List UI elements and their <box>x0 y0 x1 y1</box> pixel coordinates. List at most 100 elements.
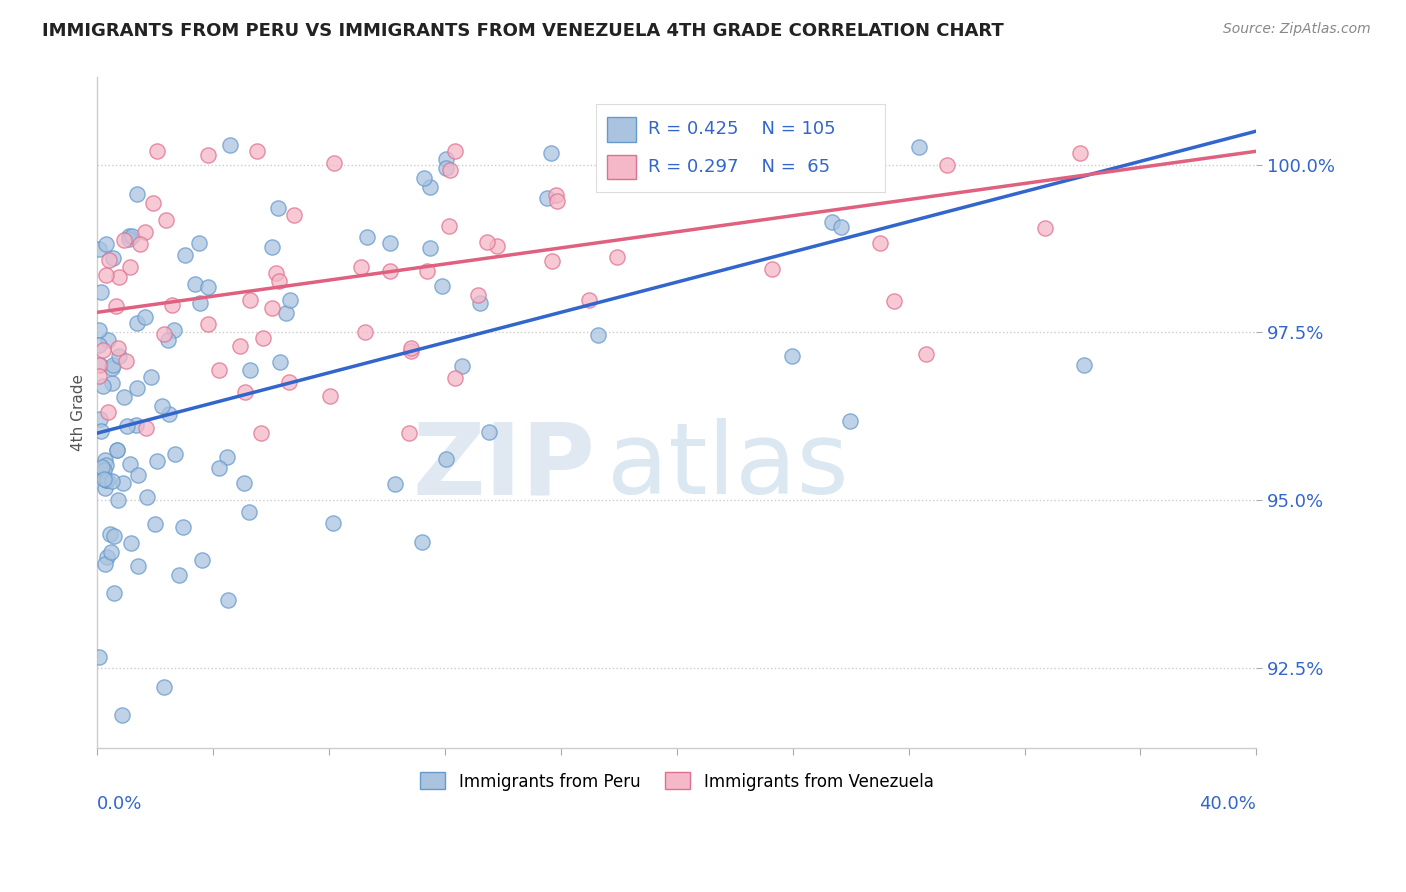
Point <box>89 338 111 352</box>
Point <box>274 306 297 320</box>
Point <box>125 418 148 433</box>
Point <box>127 559 149 574</box>
Point <box>160 298 183 312</box>
Point <box>105 299 128 313</box>
Point <box>416 264 439 278</box>
Point <box>125 186 148 201</box>
Point <box>470 296 492 310</box>
Point <box>761 261 783 276</box>
Text: IMMIGRANTS FROM PERU VS IMMIGRANTS FROM VENEZUELA 4TH GRADE CORRELATION CHART: IMMIGRANTS FROM PERU VS IMMIGRANTS FROM … <box>42 22 1004 40</box>
Point <box>830 219 852 234</box>
Point <box>399 341 422 355</box>
Point <box>94 458 117 473</box>
Point <box>711 145 734 159</box>
Point <box>157 407 180 421</box>
Point <box>163 447 186 461</box>
Point <box>172 520 194 534</box>
Point <box>908 140 931 154</box>
Point <box>586 327 609 342</box>
Point <box>89 650 111 665</box>
Point <box>239 363 262 377</box>
Point <box>398 426 420 441</box>
Point <box>156 333 179 347</box>
Point <box>419 241 441 255</box>
Point <box>936 159 959 173</box>
Point <box>111 707 134 722</box>
Point <box>105 443 128 458</box>
Point <box>831 145 853 159</box>
Point <box>94 557 117 571</box>
Point <box>319 389 342 403</box>
Point <box>127 381 149 395</box>
Point <box>90 285 112 299</box>
Text: 40.0%: 40.0% <box>1199 796 1257 814</box>
Text: atlas: atlas <box>607 418 849 516</box>
Point <box>239 293 262 308</box>
Point <box>188 296 211 310</box>
Point <box>439 162 461 177</box>
Point <box>128 237 150 252</box>
Point <box>197 317 219 331</box>
Point <box>135 421 157 435</box>
Point <box>111 476 134 491</box>
Point <box>134 225 156 239</box>
Point <box>93 482 115 496</box>
Point <box>914 347 936 361</box>
Point <box>219 137 242 152</box>
Point <box>869 236 891 251</box>
Point <box>93 452 115 467</box>
Point <box>378 236 401 251</box>
Point <box>419 179 441 194</box>
Point <box>353 325 375 339</box>
Point <box>112 233 135 247</box>
Point <box>1073 358 1095 372</box>
Point <box>97 333 120 347</box>
Point <box>97 252 120 267</box>
Point <box>90 459 112 474</box>
Point <box>93 472 115 486</box>
Point <box>267 201 290 215</box>
Point <box>546 194 568 208</box>
Point <box>125 316 148 330</box>
Point <box>93 463 115 477</box>
Point <box>437 219 460 234</box>
Point <box>780 349 803 363</box>
Point <box>411 534 433 549</box>
Point <box>278 376 301 390</box>
Point <box>238 505 260 519</box>
Point <box>356 229 378 244</box>
Point <box>100 475 122 489</box>
Point <box>108 269 131 284</box>
Point <box>97 405 120 419</box>
Point <box>269 355 291 369</box>
Point <box>839 414 862 428</box>
Point <box>232 476 254 491</box>
Point <box>91 379 114 393</box>
Point <box>606 250 628 264</box>
Point <box>262 301 284 316</box>
Point <box>121 228 143 243</box>
Point <box>146 454 169 468</box>
Point <box>87 242 110 256</box>
Point <box>153 680 176 694</box>
Point <box>101 376 124 390</box>
Point <box>184 277 207 291</box>
Point <box>250 426 273 441</box>
Point <box>485 239 508 253</box>
Point <box>143 517 166 532</box>
Point <box>98 526 121 541</box>
Point <box>467 288 489 302</box>
Point <box>540 145 562 160</box>
Point <box>541 254 564 268</box>
Point <box>100 545 122 559</box>
Point <box>711 137 734 152</box>
Point <box>89 411 111 425</box>
Point <box>89 358 111 372</box>
Point <box>252 330 274 344</box>
Point <box>118 260 141 274</box>
Point <box>434 152 457 166</box>
Text: ZIP: ZIP <box>413 418 596 516</box>
Point <box>384 476 406 491</box>
Y-axis label: 4th Grade: 4th Grade <box>72 375 86 451</box>
Point <box>883 294 905 309</box>
